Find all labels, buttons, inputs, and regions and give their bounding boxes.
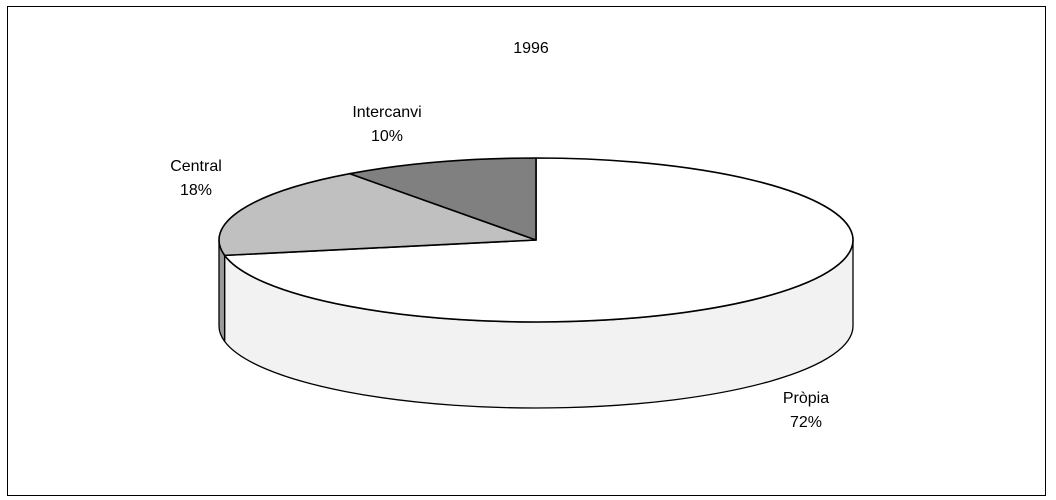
label-intercanvi-value: 10%: [371, 128, 403, 145]
label-central-value: 18%: [180, 182, 212, 199]
slice-intercanvi: [348, 157, 537, 241]
chart-title: 1996: [513, 40, 549, 57]
slice-propia: [223, 157, 854, 323]
label-intercanvi-name: Intercanvi: [352, 104, 421, 121]
label-central-name: Central: [170, 158, 222, 175]
label-propia-value: 72%: [790, 414, 822, 431]
label-propia-name: Pròpia: [783, 390, 829, 407]
slice-central: [218, 172, 537, 257]
pie-slices: [218, 157, 854, 323]
chart-frame: [7, 6, 1046, 496]
